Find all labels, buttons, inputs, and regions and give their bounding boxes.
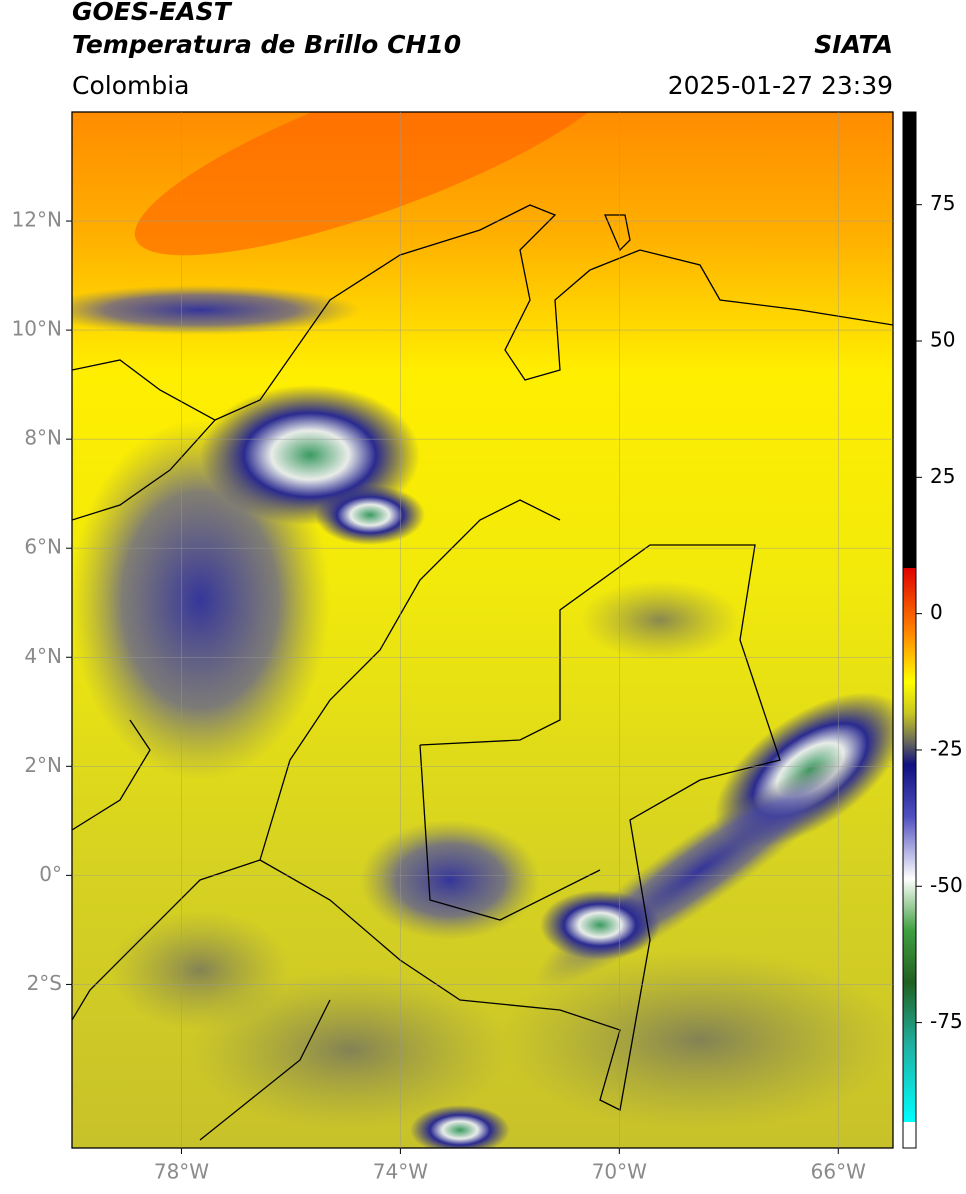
y-tick-label: 6°N bbox=[24, 535, 62, 559]
colorbar-label: -50 bbox=[930, 873, 963, 897]
colorbar-label: -25 bbox=[930, 736, 963, 760]
colorbar-label: 25 bbox=[930, 464, 955, 488]
colorbar-label: 0 bbox=[930, 600, 943, 624]
y-tick-label: 4°N bbox=[24, 644, 62, 668]
x-tick-label: 70°W bbox=[592, 1160, 647, 1184]
title: GOES-EAST bbox=[72, 0, 233, 26]
y-tick-label: 2°S bbox=[27, 971, 62, 995]
x-tick-label: 66°W bbox=[811, 1160, 866, 1184]
map-frame bbox=[71, 111, 894, 1149]
y-tick-label: 2°N bbox=[24, 753, 62, 777]
subtitle: Temperatura de Brillo CH10 bbox=[72, 30, 461, 59]
colorbar-label: -75 bbox=[930, 1009, 963, 1033]
colorbar bbox=[902, 111, 917, 1149]
y-tick-label: 8°N bbox=[24, 426, 62, 450]
region: Colombia bbox=[72, 71, 189, 100]
colorbar-label: 75 bbox=[930, 191, 955, 215]
y-tick-label: 12°N bbox=[12, 208, 62, 232]
satellite-image bbox=[72, 112, 893, 1148]
y-tick-label: 10°N bbox=[12, 317, 62, 341]
x-tick-label: 78°W bbox=[154, 1160, 209, 1184]
datetime: 2025-01-27 23:39 bbox=[668, 71, 893, 100]
y-tick-label: 0° bbox=[39, 862, 62, 886]
colorbar-label: 50 bbox=[930, 328, 955, 352]
source: SIATA bbox=[814, 30, 893, 59]
x-tick-label: 74°W bbox=[373, 1160, 428, 1184]
